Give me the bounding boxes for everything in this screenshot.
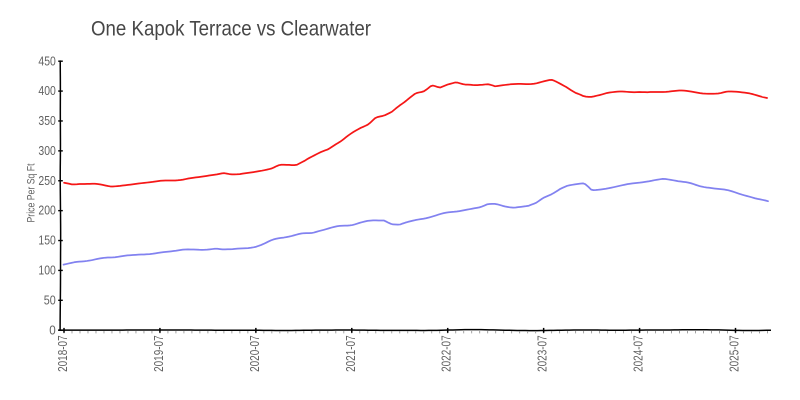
svg-text:0: 0 xyxy=(49,322,56,337)
svg-text:400: 400 xyxy=(38,83,55,98)
svg-text:2020-07: 2020-07 xyxy=(247,335,262,372)
svg-text:One Kapok Terrace vs Clearwate: One Kapok Terrace vs Clearwater xyxy=(91,17,371,40)
svg-text:50: 50 xyxy=(44,292,56,307)
svg-text:450: 450 xyxy=(38,53,55,68)
svg-text:2018-07: 2018-07 xyxy=(55,335,70,372)
svg-text:Price Per Sq Ft: Price Per Sq Ft xyxy=(26,164,38,223)
svg-text:200: 200 xyxy=(38,203,55,218)
svg-text:2024-07: 2024-07 xyxy=(631,335,646,372)
svg-text:2023-07: 2023-07 xyxy=(535,335,550,372)
svg-text:250: 250 xyxy=(38,173,55,188)
svg-text:350: 350 xyxy=(38,113,55,128)
svg-text:2022-07: 2022-07 xyxy=(439,335,454,372)
svg-text:100: 100 xyxy=(38,263,55,278)
svg-text:300: 300 xyxy=(38,143,55,158)
svg-text:150: 150 xyxy=(38,233,55,248)
svg-text:2025-07: 2025-07 xyxy=(727,335,742,372)
svg-text:2021-07: 2021-07 xyxy=(343,335,358,372)
svg-text:2019-07: 2019-07 xyxy=(151,335,166,372)
